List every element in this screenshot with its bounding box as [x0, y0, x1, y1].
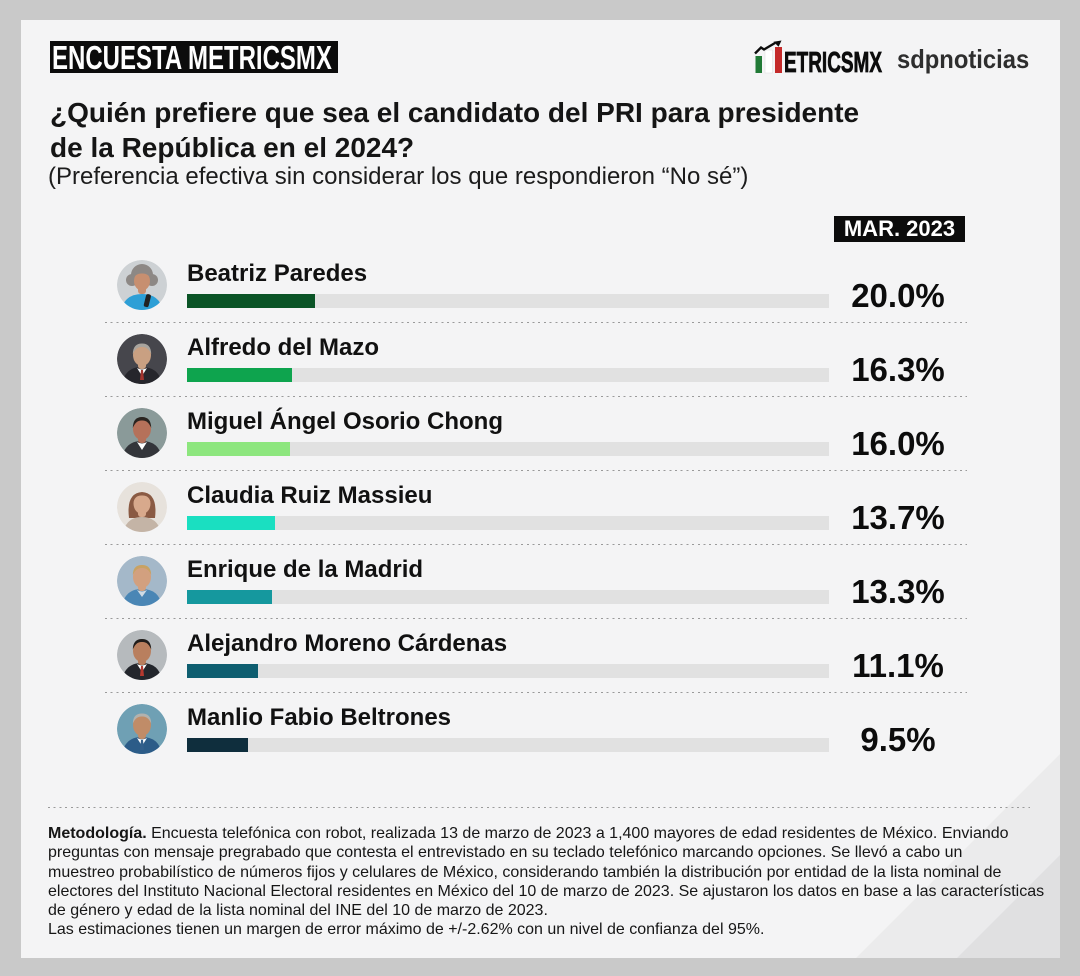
- svg-text:ETRICSMX: ETRICSMX: [784, 47, 882, 79]
